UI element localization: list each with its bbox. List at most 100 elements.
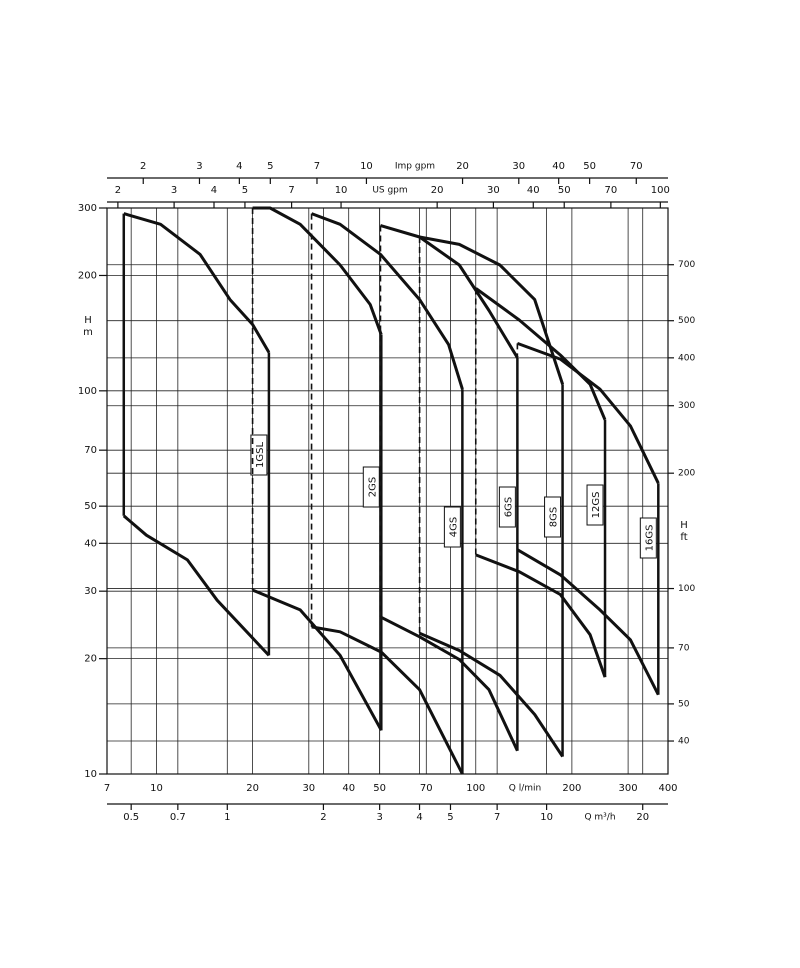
model-label-text: 12GS: [591, 492, 602, 519]
top-tick-label: 50: [558, 185, 571, 196]
top-tick-label: 100: [651, 185, 670, 196]
y-tick-label: 300: [78, 203, 97, 214]
top-tick-label: 4: [211, 185, 217, 196]
y-tick-label: 30: [84, 586, 97, 597]
y2-tick-label: 70: [678, 643, 690, 653]
top-tick-label: 10: [335, 185, 348, 196]
model-label: 1GSL: [250, 434, 268, 476]
performance-curve: [123, 212, 271, 354]
x3-tick-label: 10: [540, 812, 553, 823]
performance-curve: [475, 553, 607, 678]
x3-tick-label: 1: [224, 812, 230, 823]
performance-curve: [311, 212, 464, 390]
x-tick-label: 40: [342, 783, 355, 794]
y2-tick-label: 400: [678, 353, 695, 363]
y2-tick-label: 200: [678, 469, 695, 479]
top-tick-label: 70: [605, 185, 618, 196]
x-tick-label: 10: [150, 783, 163, 794]
x3-tick-label: 20: [636, 812, 649, 823]
y-axis-label: H: [84, 315, 92, 326]
x3-tick-label: 0.5: [123, 812, 139, 823]
top-axis-label: Imp gpm: [395, 162, 435, 172]
top-tick-label: 2: [140, 161, 146, 172]
performance-curve: [252, 206, 383, 336]
y-axis-label: m: [83, 327, 93, 338]
plot-frame: [106, 207, 669, 775]
model-label-box: [544, 496, 562, 538]
model-label: 6GS: [498, 486, 516, 528]
top-tick-label: 3: [196, 161, 202, 172]
x3-tick-label: 0.7: [170, 812, 186, 823]
x-axis-label: Q l/min: [509, 784, 541, 794]
x3-axis-label: Q m³/h: [584, 813, 615, 823]
x-tick-label: 400: [658, 783, 677, 794]
y-tick-label: 20: [84, 654, 97, 665]
x3-tick-label: 5: [447, 812, 453, 823]
y-tick-label: 70: [84, 445, 97, 456]
y2-tick-label: 40: [678, 737, 690, 747]
x3-tick-label: 4: [416, 812, 422, 823]
performance-curve: [379, 615, 519, 752]
performance-curve: [380, 224, 519, 359]
top-axis-label: US gpm: [372, 186, 407, 196]
performance-curve: [311, 625, 464, 775]
x-tick-label: 50: [373, 783, 386, 794]
y2-tick-label: 500: [678, 316, 695, 326]
model-label-box: [443, 506, 461, 548]
performance-curve: [474, 287, 607, 421]
performance-curve: [516, 548, 660, 696]
model-label: 2GS: [362, 466, 380, 508]
model-label-box: [498, 486, 516, 528]
performance-curve: [419, 235, 565, 385]
model-label-text: 16GS: [644, 525, 655, 552]
y2-axis-label: ft: [680, 532, 687, 543]
top-tick-label: 5: [242, 185, 248, 196]
y2-tick-label: 700: [678, 260, 695, 270]
x3-tick-label: 7: [494, 812, 500, 823]
x-tick-label: 30: [302, 783, 315, 794]
x-tick-label: 300: [619, 783, 638, 794]
y2-tick-label: 300: [678, 401, 695, 411]
model-label-box: [639, 517, 657, 559]
model-label-box: [362, 466, 380, 508]
top-tick-label: 3: [171, 185, 177, 196]
top-tick-label: 4: [236, 161, 242, 172]
top-tick-label: 70: [630, 161, 643, 172]
top-tick-label: 40: [552, 161, 565, 172]
y-tick-label: 200: [78, 270, 97, 281]
performance-curve: [252, 588, 383, 732]
top-tick-label: 40: [527, 185, 540, 196]
y-tick-label: 100: [78, 386, 97, 397]
model-label-text: 2GS: [367, 477, 378, 497]
model-label-text: 8GS: [549, 507, 560, 527]
performance-curve: [419, 631, 564, 758]
top-tick-label: 5: [267, 161, 273, 172]
x-tick-label: 20: [246, 783, 259, 794]
x3-tick-label: 2: [320, 812, 326, 823]
x-tick-label: 70: [420, 783, 433, 794]
top-tick-label: 7: [314, 161, 320, 172]
model-label-text: 6GS: [503, 497, 514, 517]
y2-tick-label: 50: [678, 699, 690, 709]
top-tick-label: 7: [288, 185, 294, 196]
model-label: 4GS: [443, 506, 461, 548]
performance-curve: [122, 514, 270, 657]
y-tick-label: 40: [84, 538, 97, 549]
top-tick-label: 2: [115, 185, 121, 196]
performance-curve: [516, 341, 660, 484]
top-tick-label: 30: [487, 185, 500, 196]
y-tick-label: 10: [84, 769, 97, 780]
top-tick-label: 10: [360, 161, 373, 172]
x-tick-label: 7: [104, 783, 110, 794]
y2-axis-label: H: [680, 520, 688, 531]
y-tick-label: 50: [84, 501, 97, 512]
model-label: 12GS: [586, 484, 604, 526]
model-label-box: [250, 434, 268, 476]
top-tick-label: 30: [512, 161, 525, 172]
x-tick-label: 100: [466, 783, 485, 794]
model-label-text: 1GSL: [255, 442, 266, 468]
top-tick-label: 20: [456, 161, 469, 172]
top-tick-label: 50: [583, 161, 596, 172]
model-label: 8GS: [544, 496, 562, 538]
